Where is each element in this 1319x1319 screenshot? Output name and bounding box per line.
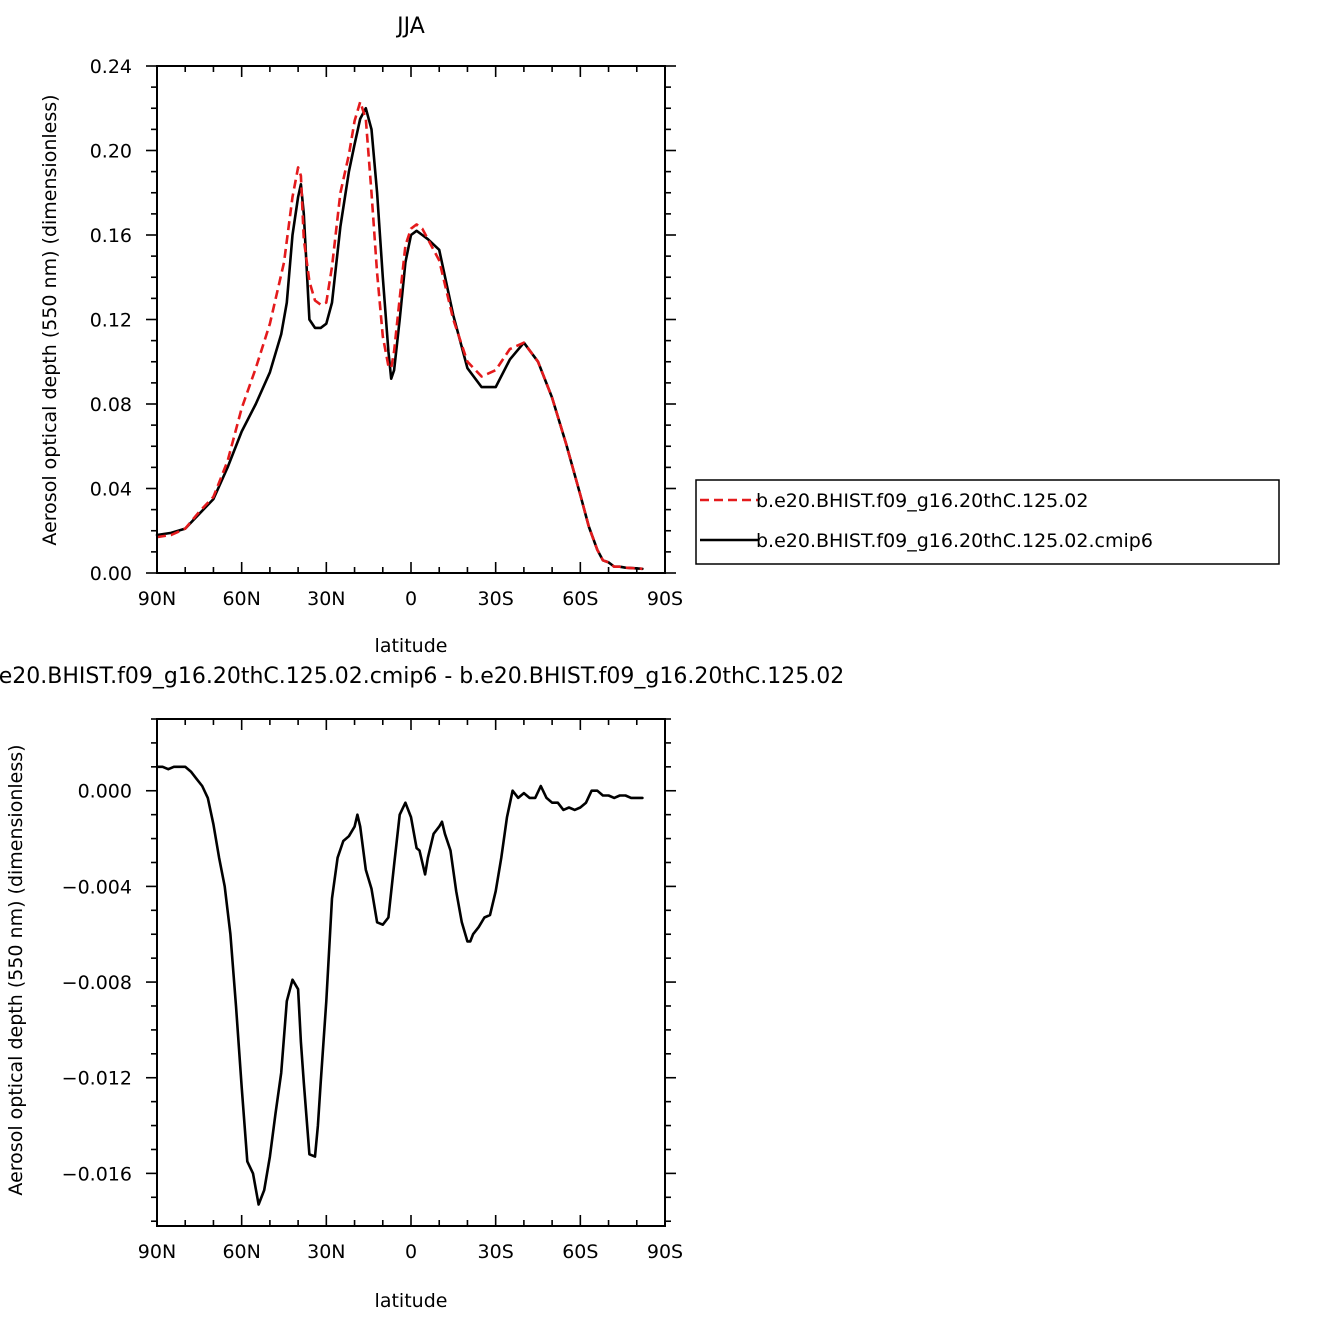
x-tick-label: 30N bbox=[307, 1241, 345, 1263]
x-tick-label: 30N bbox=[307, 588, 345, 610]
series-line-1-0 bbox=[155, 765, 644, 1206]
x-tick-label: 60S bbox=[562, 588, 598, 610]
panel-top-tick-labels: 90N 60N 30N 0 30S 60S 90S 0.00 0.04 0.08 0.12 0.16 0… bbox=[90, 56, 683, 610]
panel-top-title: JJA bbox=[395, 14, 425, 39]
legend: b.e20.BHIST.f09_g16.20thC.125.02 b.e20.B… bbox=[695, 479, 1280, 565]
panel-top-ticks bbox=[146, 65, 676, 574]
x-tick-label: 0 bbox=[405, 588, 417, 610]
panel-top-series bbox=[155, 100, 644, 571]
y-tick-label: 0.04 bbox=[90, 479, 132, 501]
panel-top-xlabel: latitude bbox=[375, 635, 448, 657]
y-tick-label: 0.08 bbox=[90, 394, 132, 416]
panel-top-ylabel: Aerosol optical depth (550 nm) (dimensio… bbox=[39, 94, 61, 545]
x-tick-label: 30S bbox=[478, 1241, 514, 1263]
x-tick-label: 90S bbox=[647, 1241, 683, 1263]
x-tick-label: 60N bbox=[222, 588, 260, 610]
panel-bottom-frame bbox=[156, 718, 666, 1227]
panel-top-frame bbox=[156, 65, 666, 574]
y-tick-label: −0.008 bbox=[62, 972, 132, 994]
panel-bottom-tick-labels: 90N 60N 30N 0 30S 60S 90S 0.000 −0.004 −0.008 −0.0… bbox=[62, 781, 683, 1263]
panel-bottom-title: b.e20.BHIST.f09_g16.20thC.125.02.cmip6 -… bbox=[0, 664, 844, 689]
x-tick-label: 90N bbox=[138, 1241, 176, 1263]
y-tick-label: 0.000 bbox=[78, 781, 132, 803]
y-tick-label: 0.00 bbox=[90, 563, 132, 585]
legend-label-0: b.e20.BHIST.f09_g16.20thC.125.02 bbox=[756, 490, 1088, 512]
x-tick-label: 60S bbox=[562, 1241, 598, 1263]
panel-bottom-xlabel: latitude bbox=[375, 1290, 448, 1312]
panel-bottom: b.e20.BHIST.f09_g16.20thC.125.02.cmip6 -… bbox=[0, 664, 844, 1312]
panel-bottom-ticks bbox=[146, 718, 676, 1226]
y-tick-label: 0.12 bbox=[90, 310, 132, 332]
y-tick-label: −0.012 bbox=[62, 1068, 132, 1090]
y-tick-label: 0.20 bbox=[90, 141, 132, 163]
series-line-0-1 bbox=[155, 106, 644, 571]
x-tick-label: 30S bbox=[478, 588, 514, 610]
panel-bottom-ylabel: Aerosol optical depth (550 nm) (dimensio… bbox=[5, 744, 27, 1195]
x-tick-label: 90S bbox=[647, 588, 683, 610]
y-tick-label: −0.004 bbox=[62, 876, 132, 898]
x-tick-label: 60N bbox=[222, 1241, 260, 1263]
x-tick-label: 0 bbox=[405, 1241, 417, 1263]
y-tick-label: 0.16 bbox=[90, 225, 132, 247]
y-tick-label: −0.016 bbox=[62, 1163, 132, 1185]
legend-box bbox=[695, 479, 1280, 565]
x-tick-label: 90N bbox=[138, 588, 176, 610]
series-line-0-0 bbox=[156, 100, 643, 571]
legend-label-1: b.e20.BHIST.f09_g16.20thC.125.02.cmip6 bbox=[756, 530, 1153, 552]
y-tick-label: 0.24 bbox=[90, 56, 132, 78]
panel-bottom-series bbox=[155, 765, 644, 1206]
panel-top: JJA 90N 60N 30N 0 30S 60S 90S 0.00 0.04 0.08 0.12 0… bbox=[39, 14, 683, 657]
